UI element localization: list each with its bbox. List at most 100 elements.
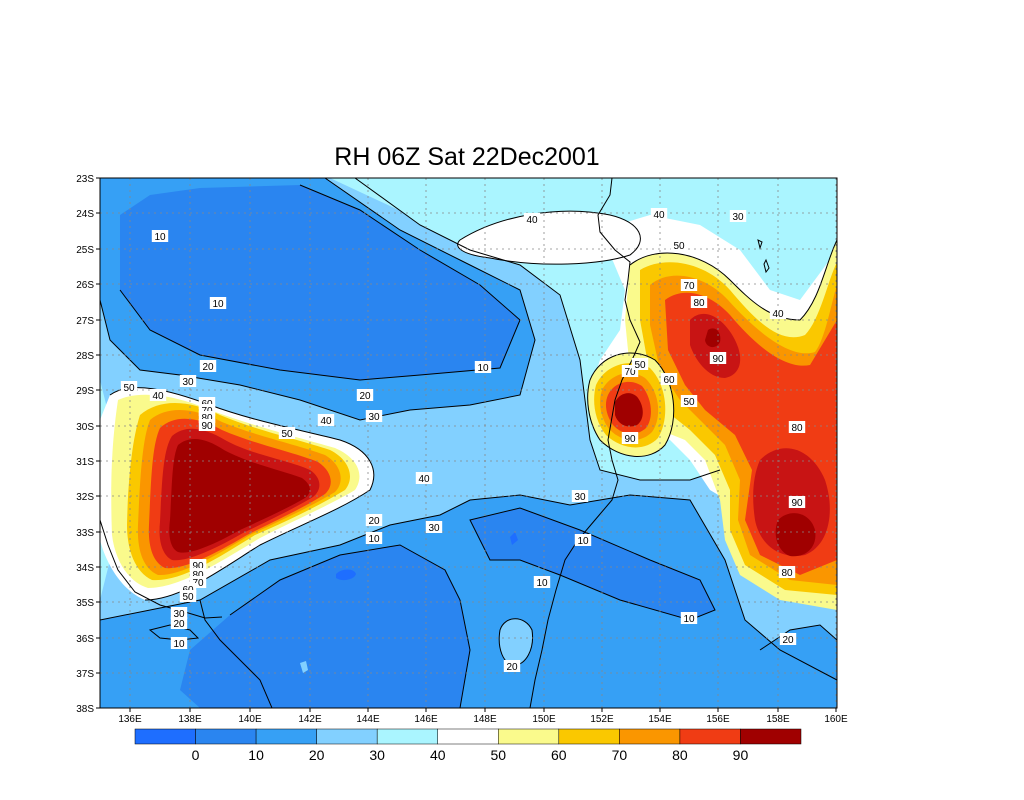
- colorbar-segment: [558, 728, 620, 745]
- contour-label: 30: [170, 607, 188, 620]
- lat-tick-label: 29S: [76, 386, 94, 397]
- contour-label: 90: [198, 419, 216, 432]
- svg-text:30: 30: [173, 609, 185, 620]
- svg-text:30: 30: [182, 377, 194, 388]
- colorbar-label: 60: [551, 747, 567, 763]
- colorbar: 0 10 20 30 40 50 60 70 80 90: [134, 728, 802, 763]
- svg-text:90: 90: [624, 434, 636, 445]
- contour-label: 30: [571, 490, 589, 503]
- svg-text:50: 50: [281, 429, 293, 440]
- contour-label: 90: [709, 352, 727, 365]
- svg-text:30: 30: [428, 523, 440, 534]
- lat-tick-label: 35S: [76, 598, 94, 609]
- contour-label: 40: [650, 208, 668, 221]
- colorbar-label: 90: [733, 747, 749, 763]
- band-20-30-patch: [499, 618, 533, 665]
- lon-tick-label: 138E: [178, 714, 202, 725]
- svg-text:90: 90: [712, 354, 724, 365]
- lon-tick-label: 152E: [590, 714, 614, 725]
- svg-text:30: 30: [574, 492, 586, 503]
- colorbar-label: 20: [309, 747, 325, 763]
- svg-text:20: 20: [782, 635, 794, 646]
- svg-text:10: 10: [173, 639, 185, 650]
- contour-label: 10: [574, 534, 592, 547]
- colorbar-label: 50: [490, 747, 506, 763]
- colorbar-segment: [498, 728, 560, 745]
- svg-text:20: 20: [173, 619, 185, 630]
- svg-text:20: 20: [359, 391, 371, 402]
- svg-text:90: 90: [791, 498, 803, 509]
- contour-label: 30: [365, 410, 383, 423]
- lat-tick-label: 38S: [76, 704, 94, 715]
- contour-label: 10: [209, 297, 227, 310]
- colorbar-label: 70: [612, 747, 628, 763]
- svg-text:50: 50: [123, 383, 135, 394]
- longitude-axis: 136E 138E 140E 142E 144E 146E 148E 150E 152E 154E…: [118, 708, 848, 725]
- svg-text:10: 10: [368, 534, 380, 545]
- contour-label: 40: [149, 389, 167, 402]
- colorbar-segment: [619, 728, 681, 745]
- svg-text:70: 70: [683, 281, 695, 292]
- svg-text:50: 50: [683, 397, 695, 408]
- colorbar-segment: [437, 728, 499, 745]
- contour-label: 80: [690, 296, 708, 309]
- band-lt0-patch2: [510, 532, 518, 545]
- lon-tick-label: 154E: [648, 714, 672, 725]
- svg-text:80: 80: [693, 298, 705, 309]
- lat-tick-label: 31S: [76, 457, 94, 468]
- contour-label: 20: [365, 514, 383, 527]
- plot-frame: [99, 177, 838, 709]
- lon-tick-label: 148E: [473, 714, 497, 725]
- contour-label: 10: [151, 230, 169, 243]
- contour-label: 50: [179, 590, 197, 603]
- contour-label: 20: [199, 360, 217, 373]
- svg-text:20: 20: [202, 362, 214, 373]
- contour-label: 50: [631, 358, 649, 371]
- contour-label: 20: [170, 617, 188, 630]
- svg-text:80: 80: [192, 570, 204, 581]
- contour-label: 30: [729, 210, 747, 223]
- lat-tick-label: 25S: [76, 245, 94, 256]
- contour-label: 50: [120, 381, 138, 394]
- lon-tick-label: 136E: [118, 714, 142, 725]
- svg-text:30: 30: [732, 212, 744, 223]
- lat-tick-label: 32S: [76, 492, 94, 503]
- colorbar-segment: [134, 728, 196, 745]
- contour-label: 40: [769, 307, 787, 320]
- svg-text:10: 10: [154, 232, 166, 243]
- lat-tick-label: 26S: [76, 280, 94, 291]
- contour-label: 50: [278, 427, 296, 440]
- colorbar-segment: [376, 728, 438, 745]
- band-gt95-east2: [775, 513, 816, 557]
- svg-text:10: 10: [536, 578, 548, 589]
- band-0-10-south2: [470, 508, 715, 620]
- contour-label: 20: [503, 660, 521, 673]
- lat-tick-label: 33S: [76, 528, 94, 539]
- colorbar-segment: [195, 728, 257, 745]
- colorbar-segment: [740, 728, 802, 745]
- svg-text:40: 40: [653, 210, 665, 221]
- contour-label: 10: [680, 612, 698, 625]
- band-20-30-tiny: [300, 661, 308, 673]
- lon-tick-label: 156E: [706, 714, 730, 725]
- svg-text:40: 40: [526, 215, 538, 226]
- contour-label: 80: [788, 421, 806, 434]
- svg-text:50: 50: [182, 592, 194, 603]
- lon-tick-label: 142E: [298, 714, 322, 725]
- svg-text:60: 60: [663, 375, 675, 386]
- svg-text:40: 40: [320, 416, 332, 427]
- lon-tick-label: 160E: [824, 714, 848, 725]
- colorbar-segment: [255, 728, 317, 745]
- lat-tick-label: 36S: [76, 634, 94, 645]
- contour-label: 30: [425, 521, 443, 534]
- svg-text:10: 10: [577, 536, 589, 547]
- colorbar-label: 80: [672, 747, 688, 763]
- contour-label: 50: [670, 239, 688, 252]
- svg-text:80: 80: [781, 568, 793, 579]
- contour-label: 10: [474, 361, 492, 374]
- coastline: [100, 178, 770, 708]
- svg-text:50: 50: [673, 241, 685, 252]
- band-0-10-west: [120, 185, 520, 380]
- svg-text:40: 40: [772, 309, 784, 320]
- colorbar-label: 40: [430, 747, 446, 763]
